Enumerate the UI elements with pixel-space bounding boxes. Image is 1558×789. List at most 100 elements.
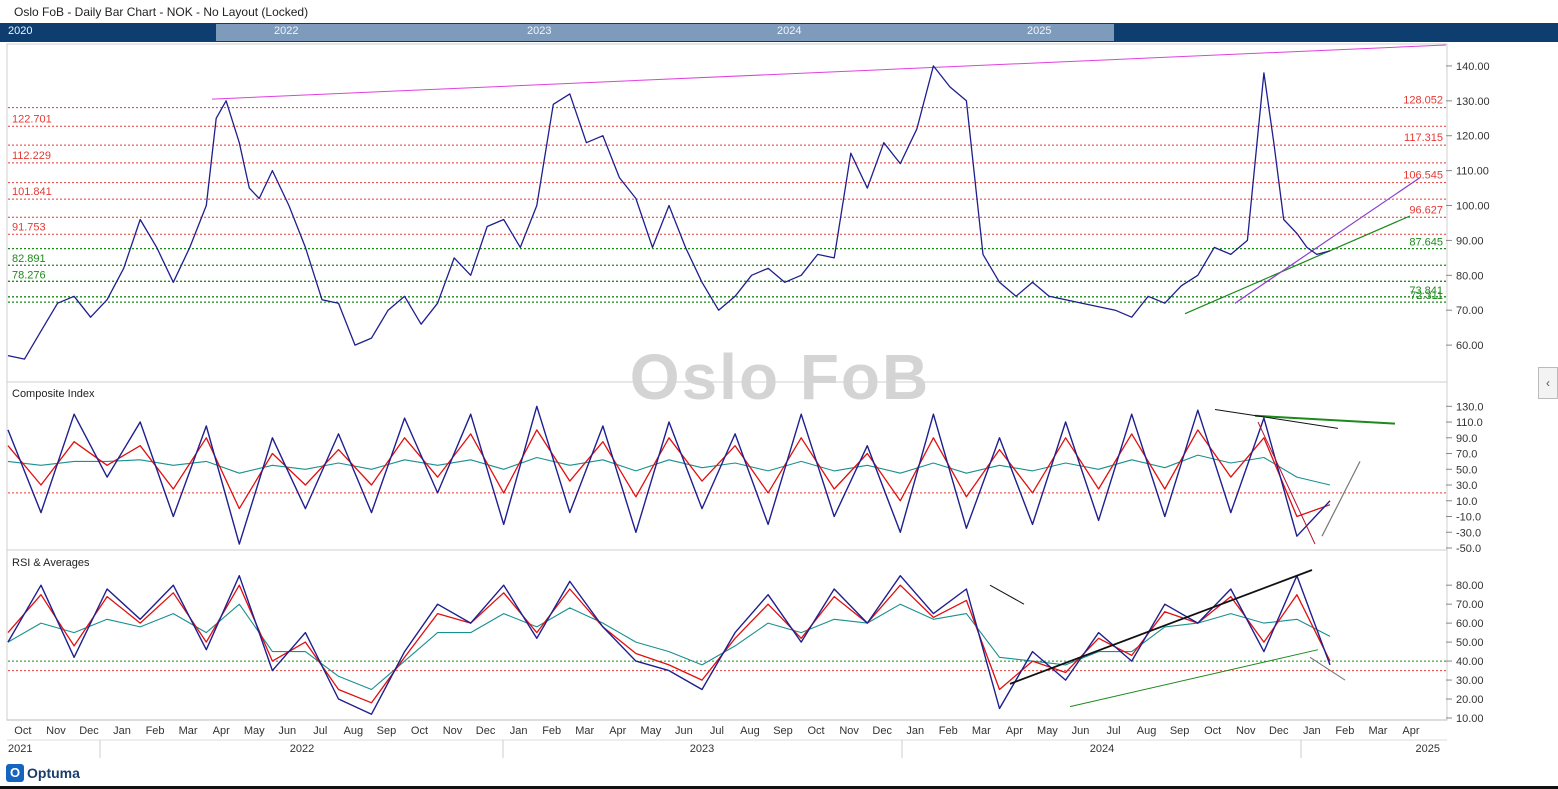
y-tick-label: 70.0	[1456, 449, 1477, 461]
y-tick-label: 80.00	[1456, 270, 1484, 282]
resistance-level-label: 96.627	[1409, 204, 1443, 216]
month-tick-label: Mar	[575, 725, 594, 737]
month-tick-label: Jun	[675, 725, 693, 737]
y-tick-label: 30.00	[1456, 675, 1484, 687]
title-bar: Oslo FoB - Daily Bar Chart - NOK - No La…	[0, 0, 1558, 22]
resistance-level-label: 128.052	[1403, 95, 1443, 107]
month-tick-label: Dec	[872, 725, 892, 737]
y-tick-label: 100.00	[1456, 201, 1490, 213]
month-tick-label: Oct	[14, 725, 31, 737]
y-tick-label: 60.00	[1456, 340, 1484, 352]
month-tick-label: Aug	[740, 725, 760, 737]
support-level-label: 78.276	[12, 269, 46, 281]
rsi-top-trendline	[989, 584, 1025, 605]
month-tick-label: May	[244, 725, 265, 737]
resistance-level-label: 91.753	[12, 221, 46, 233]
year-tick-label: 2025	[1416, 743, 1440, 755]
support-level-label: 73.841	[1409, 285, 1443, 297]
composite-up-trendline	[1321, 461, 1361, 537]
month-tick-label: Jan	[1303, 725, 1321, 737]
upper-trendline	[211, 44, 1447, 100]
month-tick-label: Feb	[146, 725, 165, 737]
resistance-level-label: 106.545	[1403, 170, 1443, 182]
y-tick-label: 10.00	[1456, 713, 1484, 725]
month-tick-label: Oct	[808, 725, 825, 737]
month-tick-label: Jul	[1106, 725, 1120, 737]
y-tick-label: 10.0	[1456, 496, 1477, 508]
support-level-label: 82.891	[12, 253, 46, 265]
month-tick-label: Jun	[278, 725, 296, 737]
month-tick-label: Sep	[773, 725, 793, 737]
month-tick-label: Apr	[1006, 725, 1023, 737]
y-tick-label: 20.00	[1456, 694, 1484, 706]
navigator-year: 2024	[777, 25, 802, 37]
y-tick-label: 140.00	[1456, 61, 1490, 73]
rsi-slow-average	[7, 603, 1331, 691]
rsi-upper-trendline	[1009, 569, 1313, 685]
y-tick-label: 50.00	[1456, 637, 1484, 649]
support-trendline	[1184, 215, 1411, 315]
composite-down-trendline	[1257, 421, 1316, 545]
y-tick-label: 30.0	[1456, 480, 1477, 492]
y-tick-label: 130.0	[1456, 401, 1484, 413]
month-tick-label: Jan	[113, 725, 131, 737]
month-tick-label: Oct	[411, 725, 428, 737]
month-tick-label: May	[1037, 725, 1058, 737]
month-tick-label: Dec	[476, 725, 496, 737]
month-tick-label: Apr	[609, 725, 626, 737]
bottom-rule	[0, 786, 1558, 789]
collapse-panel-button[interactable]: ‹	[1538, 367, 1558, 399]
navigator-window[interactable]	[216, 24, 1114, 41]
month-tick-label: Jun	[1072, 725, 1090, 737]
y-tick-label: 120.00	[1456, 131, 1490, 143]
month-tick-label: Feb	[1335, 725, 1354, 737]
rsi-down-trendline	[1309, 656, 1346, 681]
month-tick-label: Apr	[213, 725, 230, 737]
composite-slow-average	[7, 454, 1331, 486]
year-tick-label: 2022	[290, 743, 314, 755]
support-level-label: 72.311	[1410, 290, 1443, 302]
navigator-year: 2025	[1027, 25, 1052, 37]
month-tick-label: Nov	[443, 725, 463, 737]
month-tick-label: Jan	[906, 725, 924, 737]
y-tick-label: 110.0	[1456, 417, 1483, 429]
price-line	[7, 65, 1331, 360]
month-tick-label: Nov	[1236, 725, 1256, 737]
resistance-level-label: 122.701	[12, 113, 52, 125]
y-tick-label: 80.00	[1456, 580, 1484, 592]
optuma-logo-icon: O	[6, 764, 24, 782]
y-tick-label: 70.00	[1456, 305, 1484, 317]
y-tick-label: -10.0	[1456, 512, 1481, 524]
y-tick-label: -50.0	[1456, 543, 1481, 555]
month-tick-label: Sep	[1170, 725, 1190, 737]
resistance-level-label: 117.315	[1404, 132, 1443, 144]
month-tick-label: Mar	[972, 725, 991, 737]
y-tick-label: 90.00	[1456, 235, 1484, 247]
month-tick-label: Feb	[542, 725, 561, 737]
year-tick-label: 2024	[1090, 743, 1114, 755]
support-level-label: 87.645	[1409, 237, 1443, 249]
month-tick-label: Feb	[939, 725, 958, 737]
brand-name: Optuma	[27, 765, 80, 781]
composite-trendline	[1214, 408, 1339, 429]
navigator-year: 2020	[8, 25, 33, 37]
channel-trendline	[1234, 177, 1421, 304]
month-tick-label: Apr	[1402, 725, 1419, 737]
month-tick-label: Dec	[79, 725, 99, 737]
month-tick-label: Mar	[1368, 725, 1387, 737]
y-tick-label: 90.0	[1456, 433, 1477, 445]
month-tick-label: Sep	[377, 725, 397, 737]
y-tick-label: 130.00	[1456, 96, 1490, 108]
resistance-level-label: 112.229	[12, 150, 51, 162]
month-tick-label: Nov	[839, 725, 859, 737]
composite-index-line	[7, 405, 1331, 545]
panel-label-composite: Composite Index	[12, 388, 95, 400]
month-tick-label: May	[640, 725, 661, 737]
year-tick-label: 2021	[8, 743, 32, 755]
watermark: Oslo FoB	[629, 341, 931, 413]
rsi-fast-average	[7, 584, 1331, 704]
month-tick-label: Nov	[46, 725, 66, 737]
y-tick-label: 60.00	[1456, 618, 1484, 630]
year-tick-label: 2023	[690, 743, 714, 755]
